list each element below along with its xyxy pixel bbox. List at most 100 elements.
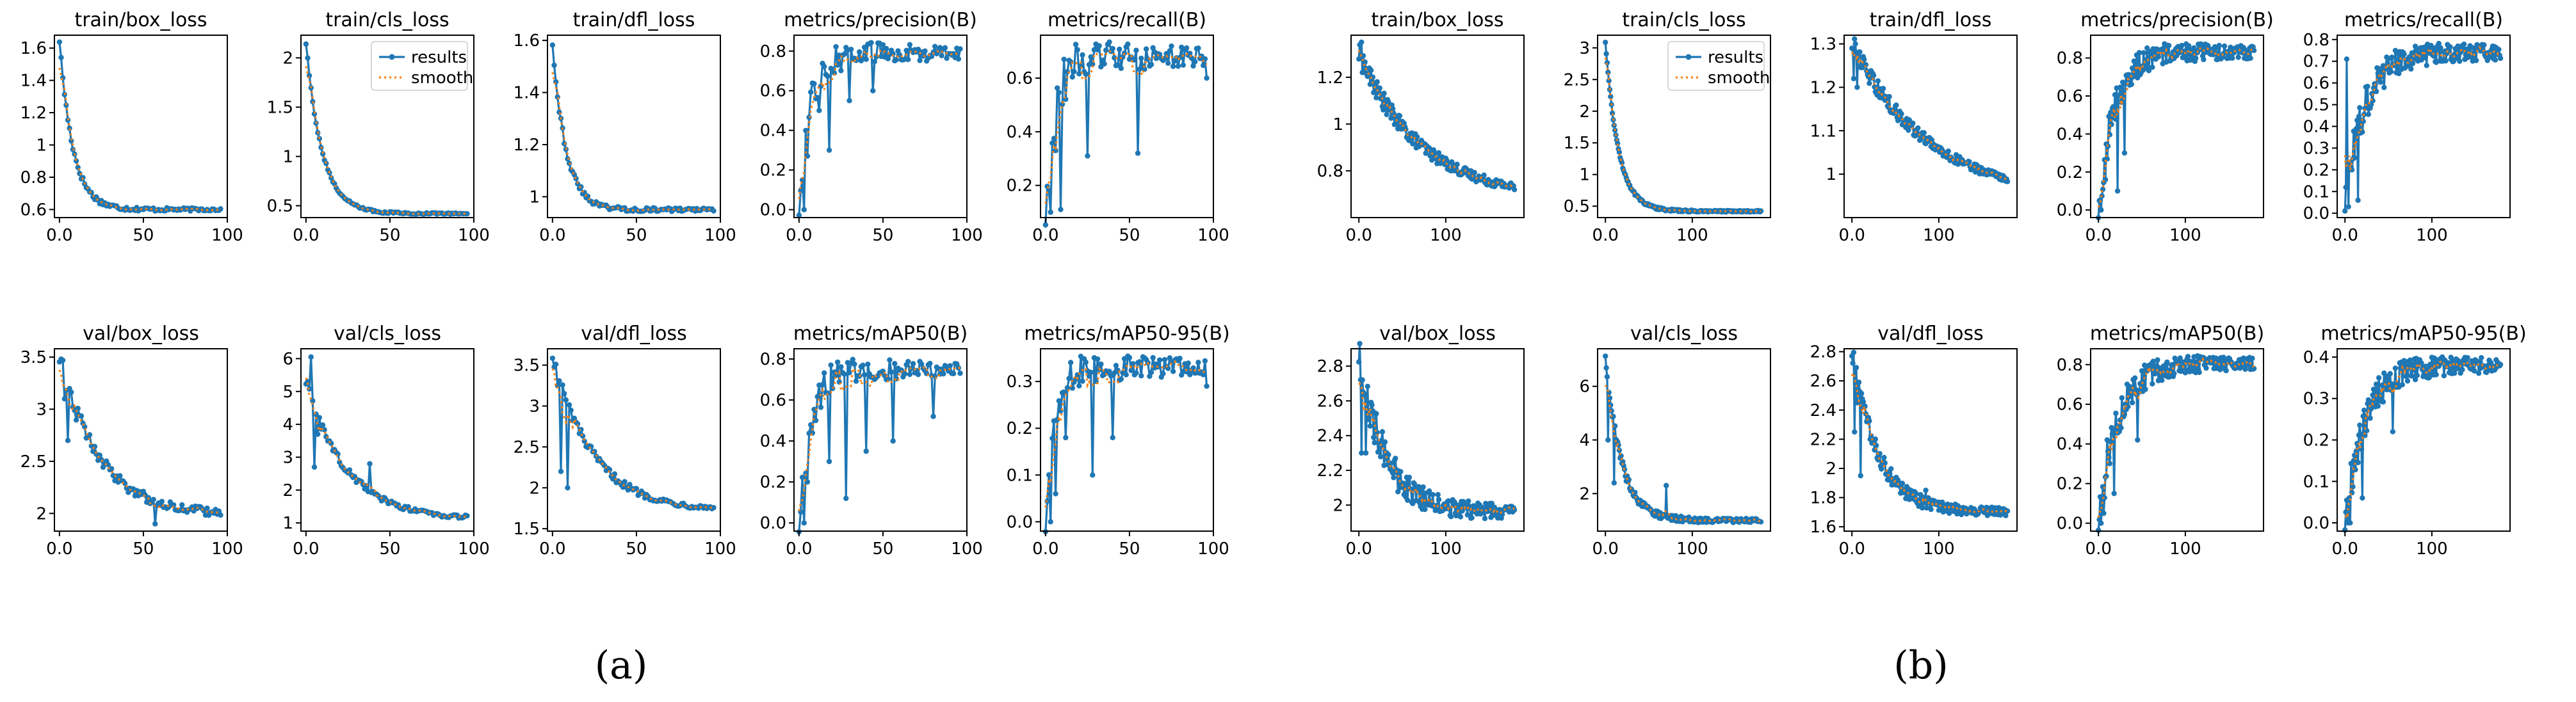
data-point xyxy=(928,53,935,60)
x-tick-label: 0.0 xyxy=(2332,226,2358,245)
subplot-title: val/dfl_loss xyxy=(1877,323,1983,345)
x-tick-label: 50 xyxy=(1119,226,1140,245)
data-point xyxy=(1928,506,1934,513)
data-point xyxy=(1404,497,1411,503)
data-point xyxy=(2146,68,2152,74)
y-tick-label: 0.4 xyxy=(2303,118,2329,137)
data-point xyxy=(711,208,717,214)
data-point xyxy=(883,45,889,52)
data-point xyxy=(2472,368,2477,374)
smooth-series-line xyxy=(1604,58,1762,213)
data-point xyxy=(2101,510,2107,516)
data-point xyxy=(2152,371,2158,377)
data-point xyxy=(1482,516,1488,522)
data-point xyxy=(1940,499,1945,506)
data-point xyxy=(1372,440,1377,445)
data-point xyxy=(814,394,820,400)
results-markers xyxy=(1042,39,1210,228)
data-point xyxy=(850,356,855,362)
x-tick-label: 0.0 xyxy=(293,539,319,559)
data-point xyxy=(69,389,74,395)
x-tick-label: 100 xyxy=(2416,539,2448,559)
data-point xyxy=(1051,136,1057,141)
data-point xyxy=(1426,488,1432,494)
smooth-series-line xyxy=(1357,50,1516,188)
data-point xyxy=(865,362,871,367)
data-point xyxy=(955,56,962,62)
data-point xyxy=(847,370,852,376)
data-point xyxy=(2171,371,2177,376)
y-tick-label: 0.2 xyxy=(2057,475,2083,494)
x-tick-label: 100 xyxy=(2416,226,2448,245)
data-point xyxy=(1096,43,1102,49)
data-point xyxy=(1083,71,1089,77)
x-tick-label: 100 xyxy=(458,226,490,245)
results-markers xyxy=(549,355,717,512)
data-point xyxy=(920,53,927,59)
data-point xyxy=(885,56,891,61)
x-tick-label: 100 xyxy=(211,226,243,245)
y-tick-label: 0.5 xyxy=(267,197,293,216)
data-point xyxy=(2399,382,2405,388)
data-point xyxy=(2150,381,2155,387)
data-point xyxy=(1049,140,1055,146)
data-point xyxy=(2411,367,2417,373)
y-tick-label: 1.2 xyxy=(1810,78,1836,97)
x-tick-label: 0.0 xyxy=(539,226,565,245)
data-point xyxy=(2355,197,2361,203)
results-markers xyxy=(2096,41,2257,221)
x-tick-label: 0.0 xyxy=(1346,226,1372,245)
data-point xyxy=(2132,375,2138,381)
data-point xyxy=(927,360,933,367)
data-point xyxy=(1371,435,1377,440)
data-point xyxy=(2159,378,2165,383)
data-point xyxy=(941,371,946,377)
data-point xyxy=(1148,369,1154,375)
data-point xyxy=(1103,47,1109,53)
data-point xyxy=(1183,45,1190,51)
data-point xyxy=(1192,59,1198,65)
data-point xyxy=(1758,208,1764,214)
data-point xyxy=(1373,411,1379,417)
y-tick-label: 2.4 xyxy=(1317,427,1343,446)
data-point xyxy=(905,56,911,63)
y-tick-label: 0.8 xyxy=(20,168,47,187)
data-point xyxy=(957,46,963,52)
y-tick-label: 0.3 xyxy=(1007,372,1033,392)
data-point xyxy=(1042,222,1049,228)
data-point xyxy=(821,63,827,70)
y-tick-label: 0.0 xyxy=(1007,513,1033,532)
data-point xyxy=(1886,93,1892,100)
y-tick-label: 1.5 xyxy=(267,98,293,117)
data-point xyxy=(2126,72,2132,77)
y-tick-label: 1.6 xyxy=(1810,518,1836,537)
data-point xyxy=(828,362,834,368)
smooth-series-line xyxy=(2097,46,2255,208)
data-point xyxy=(2166,42,2172,49)
data-point xyxy=(2457,58,2463,64)
axes-frame xyxy=(54,35,228,218)
y-tick-label: 2 xyxy=(1826,459,1836,479)
y-tick-label: 0.7 xyxy=(2303,52,2329,72)
data-point xyxy=(1167,355,1173,361)
data-point xyxy=(1067,360,1074,365)
axes-frame xyxy=(1350,348,1525,532)
data-point xyxy=(2119,395,2125,401)
y-tick-label: 6 xyxy=(1579,378,1590,397)
data-point xyxy=(1603,353,1608,359)
data-point xyxy=(1204,75,1210,81)
y-tick-label: 0.4 xyxy=(2057,125,2083,144)
data-point xyxy=(947,363,953,369)
y-tick-label: 2.5 xyxy=(20,452,47,472)
x-tick-label: 50 xyxy=(872,539,893,559)
data-point xyxy=(1850,46,1856,52)
x-tick-label: 100 xyxy=(951,226,983,245)
y-tick-label: 0.4 xyxy=(760,432,786,451)
data-point xyxy=(1857,49,1863,55)
data-point xyxy=(2401,51,2407,57)
subplot-b-train-box-loss: train/box_loss 0.0 100 0.8 1 1.2 xyxy=(1317,9,1525,245)
subplot-b-metrics-precision-b: metrics/precision(B) 0.0 100 0.0 0.2 0.4 0.6 0.… xyxy=(2057,9,2274,245)
data-point xyxy=(1130,361,1136,367)
data-point xyxy=(558,468,564,474)
y-tick-label: 0.8 xyxy=(760,350,786,369)
